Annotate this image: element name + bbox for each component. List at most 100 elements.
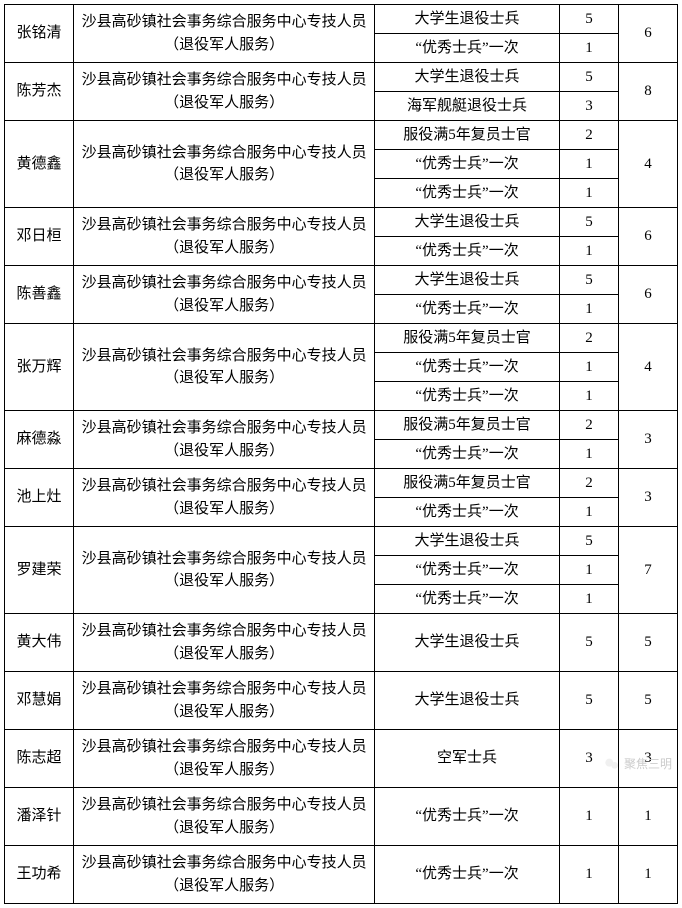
points-cell: 1 bbox=[560, 295, 619, 324]
points-cell: 1 bbox=[560, 788, 619, 846]
name-cell: 王功希 bbox=[5, 846, 74, 904]
category-cell: “优秀士兵”一次 bbox=[375, 846, 560, 904]
watermark: 聚焦三明 bbox=[604, 755, 672, 772]
category-cell: “优秀士兵”一次 bbox=[375, 498, 560, 527]
category-cell: 服役满5年复员士官 bbox=[375, 324, 560, 353]
points-cell: 2 bbox=[560, 411, 619, 440]
total-cell: 3 bbox=[619, 469, 678, 527]
category-cell: 大学生退役士兵 bbox=[375, 266, 560, 295]
category-cell: 服役满5年复员士官 bbox=[375, 411, 560, 440]
position-cell: 沙县高砂镇社会事务综合服务中心专技人员（退役军人服务） bbox=[74, 324, 375, 411]
name-cell: 邓日桓 bbox=[5, 208, 74, 266]
category-cell: “优秀士兵”一次 bbox=[375, 237, 560, 266]
category-cell: 大学生退役士兵 bbox=[375, 672, 560, 730]
total-cell: 7 bbox=[619, 527, 678, 614]
points-cell: 1 bbox=[560, 353, 619, 382]
category-cell: 大学生退役士兵 bbox=[375, 614, 560, 672]
position-cell: 沙县高砂镇社会事务综合服务中心专技人员（退役军人服务） bbox=[74, 672, 375, 730]
table-row: 池上灶沙县高砂镇社会事务综合服务中心专技人员（退役军人服务）服役满5年复员士官2… bbox=[5, 469, 678, 498]
position-cell: 沙县高砂镇社会事务综合服务中心专技人员（退役军人服务） bbox=[74, 411, 375, 469]
wechat-icon bbox=[604, 756, 620, 772]
category-cell: “优秀士兵”一次 bbox=[375, 556, 560, 585]
table-row: 麻德淼沙县高砂镇社会事务综合服务中心专技人员（退役军人服务）服役满5年复员士官2… bbox=[5, 411, 678, 440]
points-cell: 1 bbox=[560, 237, 619, 266]
category-cell: 大学生退役士兵 bbox=[375, 527, 560, 556]
category-cell: 海军舰艇退役士兵 bbox=[375, 92, 560, 121]
points-cell: 5 bbox=[560, 208, 619, 237]
position-cell: 沙县高砂镇社会事务综合服务中心专技人员（退役军人服务） bbox=[74, 63, 375, 121]
watermark-text: 聚焦三明 bbox=[624, 755, 672, 772]
points-cell: 2 bbox=[560, 121, 619, 150]
position-cell: 沙县高砂镇社会事务综合服务中心专技人员（退役军人服务） bbox=[74, 788, 375, 846]
total-cell: 3 bbox=[619, 411, 678, 469]
points-cell: 2 bbox=[560, 469, 619, 498]
total-cell: 6 bbox=[619, 208, 678, 266]
position-cell: 沙县高砂镇社会事务综合服务中心专技人员（退役军人服务） bbox=[74, 208, 375, 266]
name-cell: 黄大伟 bbox=[5, 614, 74, 672]
category-cell: “优秀士兵”一次 bbox=[375, 353, 560, 382]
table-row: 潘泽针沙县高砂镇社会事务综合服务中心专技人员（退役军人服务）“优秀士兵”一次11 bbox=[5, 788, 678, 846]
table-row: 邓日桓沙县高砂镇社会事务综合服务中心专技人员（退役军人服务）大学生退役士兵56 bbox=[5, 208, 678, 237]
position-cell: 沙县高砂镇社会事务综合服务中心专技人员（退役军人服务） bbox=[74, 266, 375, 324]
points-cell: 5 bbox=[560, 63, 619, 92]
table-row: 张铭清沙县高砂镇社会事务综合服务中心专技人员（退役军人服务）大学生退役士兵56 bbox=[5, 5, 678, 34]
table-row: 黄德鑫沙县高砂镇社会事务综合服务中心专技人员（退役军人服务）服役满5年复员士官2… bbox=[5, 121, 678, 150]
points-cell: 1 bbox=[560, 34, 619, 63]
total-cell: 5 bbox=[619, 614, 678, 672]
total-cell: 8 bbox=[619, 63, 678, 121]
category-cell: 大学生退役士兵 bbox=[375, 208, 560, 237]
name-cell: 张万辉 bbox=[5, 324, 74, 411]
position-cell: 沙县高砂镇社会事务综合服务中心专技人员（退役军人服务） bbox=[74, 469, 375, 527]
position-cell: 沙县高砂镇社会事务综合服务中心专技人员（退役军人服务） bbox=[74, 5, 375, 63]
position-cell: 沙县高砂镇社会事务综合服务中心专技人员（退役军人服务） bbox=[74, 846, 375, 904]
points-cell: 1 bbox=[560, 585, 619, 614]
points-cell: 5 bbox=[560, 266, 619, 295]
table-row: 陈志超沙县高砂镇社会事务综合服务中心专技人员（退役军人服务）空军士兵33 bbox=[5, 730, 678, 788]
points-cell: 1 bbox=[560, 179, 619, 208]
name-cell: 潘泽针 bbox=[5, 788, 74, 846]
points-cell: 5 bbox=[560, 614, 619, 672]
category-cell: 大学生退役士兵 bbox=[375, 5, 560, 34]
table-row: 黄大伟沙县高砂镇社会事务综合服务中心专技人员（退役军人服务）大学生退役士兵55 bbox=[5, 614, 678, 672]
points-cell: 1 bbox=[560, 556, 619, 585]
name-cell: 邓慧娟 bbox=[5, 672, 74, 730]
category-cell: 空军士兵 bbox=[375, 730, 560, 788]
points-cell: 1 bbox=[560, 498, 619, 527]
table-row: 张万辉沙县高砂镇社会事务综合服务中心专技人员（退役军人服务）服役满5年复员士官2… bbox=[5, 324, 678, 353]
position-cell: 沙县高砂镇社会事务综合服务中心专技人员（退役军人服务） bbox=[74, 614, 375, 672]
total-cell: 6 bbox=[619, 5, 678, 63]
points-cell: 5 bbox=[560, 672, 619, 730]
category-cell: “优秀士兵”一次 bbox=[375, 585, 560, 614]
total-cell: 5 bbox=[619, 672, 678, 730]
category-cell: “优秀士兵”一次 bbox=[375, 34, 560, 63]
category-cell: “优秀士兵”一次 bbox=[375, 295, 560, 324]
table-row: 陈芳杰沙县高砂镇社会事务综合服务中心专技人员（退役军人服务）大学生退役士兵58 bbox=[5, 63, 678, 92]
total-cell: 6 bbox=[619, 266, 678, 324]
total-cell: 4 bbox=[619, 324, 678, 411]
name-cell: 黄德鑫 bbox=[5, 121, 74, 208]
category-cell: “优秀士兵”一次 bbox=[375, 440, 560, 469]
category-cell: “优秀士兵”一次 bbox=[375, 150, 560, 179]
total-cell: 4 bbox=[619, 121, 678, 208]
category-cell: 服役满5年复员士官 bbox=[375, 469, 560, 498]
points-cell: 1 bbox=[560, 150, 619, 179]
bonus-points-table: 张铭清沙县高砂镇社会事务综合服务中心专技人员（退役军人服务）大学生退役士兵56“… bbox=[4, 4, 678, 904]
name-cell: 罗建荣 bbox=[5, 527, 74, 614]
points-cell: 1 bbox=[560, 846, 619, 904]
points-cell: 5 bbox=[560, 527, 619, 556]
category-cell: 服役满5年复员士官 bbox=[375, 121, 560, 150]
position-cell: 沙县高砂镇社会事务综合服务中心专技人员（退役军人服务） bbox=[74, 121, 375, 208]
name-cell: 张铭清 bbox=[5, 5, 74, 63]
category-cell: 大学生退役士兵 bbox=[375, 63, 560, 92]
name-cell: 陈善鑫 bbox=[5, 266, 74, 324]
total-cell: 1 bbox=[619, 788, 678, 846]
points-cell: 2 bbox=[560, 324, 619, 353]
category-cell: “优秀士兵”一次 bbox=[375, 179, 560, 208]
category-cell: “优秀士兵”一次 bbox=[375, 788, 560, 846]
points-cell: 5 bbox=[560, 5, 619, 34]
points-cell: 1 bbox=[560, 440, 619, 469]
total-cell: 1 bbox=[619, 846, 678, 904]
table-row: 邓慧娟沙县高砂镇社会事务综合服务中心专技人员（退役军人服务）大学生退役士兵55 bbox=[5, 672, 678, 730]
name-cell: 陈志超 bbox=[5, 730, 74, 788]
category-cell: “优秀士兵”一次 bbox=[375, 382, 560, 411]
